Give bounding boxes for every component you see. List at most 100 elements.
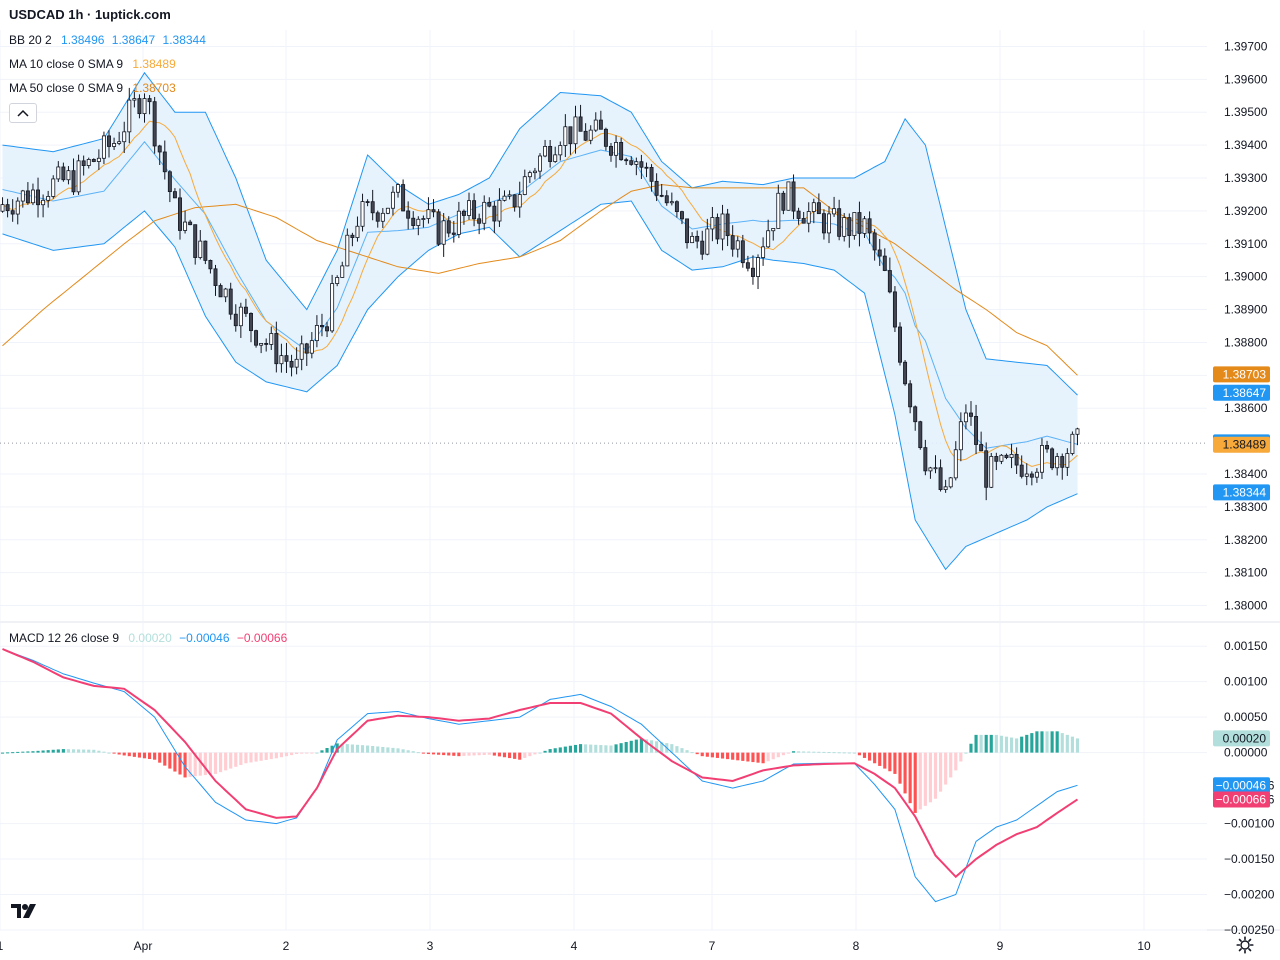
candle-body xyxy=(370,201,375,214)
chevron-up-icon xyxy=(17,109,29,117)
candle-body xyxy=(578,116,583,132)
gear-icon[interactable] xyxy=(1236,936,1254,954)
candle-body xyxy=(974,415,979,445)
legend-bollinger[interactable]: BB 20 2 1.38496 1.38647 1.38344 xyxy=(9,33,210,47)
macd-histogram-bar xyxy=(300,752,304,754)
candle-body xyxy=(685,218,690,244)
macd-histogram-bar xyxy=(868,752,872,761)
candle-body xyxy=(969,412,973,417)
macd-histogram-bar xyxy=(553,748,557,753)
candle-body xyxy=(1070,433,1075,454)
macd-histogram-bar xyxy=(928,752,932,803)
macd-histogram-bar xyxy=(391,747,395,753)
macd-histogram-bar xyxy=(979,734,983,753)
candle-body xyxy=(715,217,720,240)
candle-body xyxy=(979,444,984,452)
candle-body xyxy=(137,98,142,115)
candle-body xyxy=(0,204,5,212)
macd-histogram-bar xyxy=(751,752,755,763)
macd-tick-label: −0.00150 xyxy=(1224,852,1275,866)
candle-body xyxy=(827,213,831,234)
legend-ma50[interactable]: MA 50 close 0 SMA 9 1.38703 xyxy=(9,81,180,95)
macd-histogram-bar xyxy=(269,752,273,760)
macd-histogram-bar xyxy=(619,743,623,753)
candle-body xyxy=(218,285,223,298)
macd-histogram-bar xyxy=(442,752,446,756)
macd-histogram-bar xyxy=(695,752,699,755)
candle-body xyxy=(1029,473,1034,478)
macd-histogram-bar xyxy=(857,752,862,756)
macd-histogram-bar xyxy=(21,751,25,753)
candle-body xyxy=(999,454,1004,462)
candle-body xyxy=(46,196,51,201)
macd-histogram-bar xyxy=(1025,734,1029,753)
macd-histogram-bar xyxy=(411,751,415,753)
candle-body xyxy=(568,126,573,145)
macd-histogram-bar xyxy=(224,752,228,771)
macd-histogram-bar xyxy=(675,746,679,753)
symbol-title[interactable]: USDCAD 1h · 1uptick.com xyxy=(9,7,171,22)
macd-histogram-bar xyxy=(295,752,299,755)
candle-body xyxy=(720,213,725,240)
legend-ma10[interactable]: MA 10 close 0 SMA 9 1.38489 xyxy=(9,57,180,71)
candle-body xyxy=(781,192,786,211)
candle-body xyxy=(892,291,897,328)
macd-histogram-bar xyxy=(1040,731,1044,753)
macd-histogram-bar xyxy=(386,747,390,753)
macd-histogram-bar xyxy=(852,752,856,754)
macd-histogram-bar xyxy=(127,752,131,757)
macd-histogram-bar xyxy=(401,749,405,753)
candle-body xyxy=(761,246,766,258)
candle-body xyxy=(456,210,461,235)
tradingview-logo-icon[interactable] xyxy=(9,900,39,922)
macd-histogram-bar xyxy=(467,752,471,756)
candle-body xyxy=(745,262,750,269)
macd-histogram-bar xyxy=(614,744,618,753)
macd-histogram-bar xyxy=(198,752,202,776)
macd-histogram-bar xyxy=(158,752,162,763)
bollinger-band-fill xyxy=(2,72,1078,570)
candle-body xyxy=(487,201,492,207)
candle-body xyxy=(669,201,674,204)
macd-histogram-bar xyxy=(639,738,643,753)
candle-body xyxy=(172,191,177,199)
candle-body xyxy=(928,467,933,472)
legend-macd[interactable]: MACD 12 26 close 9 0.00020 −0.00046 −0.0… xyxy=(9,631,291,645)
candle-body xyxy=(264,343,269,345)
candle-body xyxy=(994,456,999,462)
price-tick-label: 1.38000 xyxy=(1224,599,1268,613)
macd-histogram-bar xyxy=(66,749,71,753)
candle-body xyxy=(1040,445,1044,473)
macd-histogram-bar xyxy=(1065,734,1069,753)
candle-body xyxy=(598,119,603,130)
price-tick-label: 1.38100 xyxy=(1224,566,1268,580)
macd-histogram-bar xyxy=(720,752,725,759)
price-tick-label: 1.38200 xyxy=(1224,533,1268,547)
price-tick-label: 1.38300 xyxy=(1224,500,1268,514)
macd-histogram-bar xyxy=(918,752,922,810)
macd-tick-label: 0.00100 xyxy=(1224,675,1268,689)
legend-bollinger-label: BB 20 2 xyxy=(9,33,52,47)
macd-histogram-bar xyxy=(736,752,740,761)
candle-body xyxy=(923,447,928,472)
candle-body xyxy=(629,160,634,165)
candle-body xyxy=(801,218,806,224)
candle-body xyxy=(284,355,289,362)
macd-histogram-bar xyxy=(609,745,613,753)
time-tick-label: 10 xyxy=(1137,939,1151,953)
candle-body xyxy=(700,240,705,255)
candle-body xyxy=(649,167,654,182)
candle-body xyxy=(766,230,771,248)
macd-histogram-bar xyxy=(599,745,603,753)
macd-histogram-bar xyxy=(563,746,567,753)
candle-body xyxy=(152,101,157,147)
candle-body xyxy=(548,145,553,162)
candle-body xyxy=(989,456,994,488)
macd-histogram-bar xyxy=(680,748,684,753)
candle-body xyxy=(441,220,446,245)
collapse-legend-button[interactable] xyxy=(9,103,37,123)
candle-body xyxy=(695,235,700,242)
macd-histogram-bar xyxy=(340,743,344,753)
axis-value-badge xyxy=(1213,384,1270,401)
